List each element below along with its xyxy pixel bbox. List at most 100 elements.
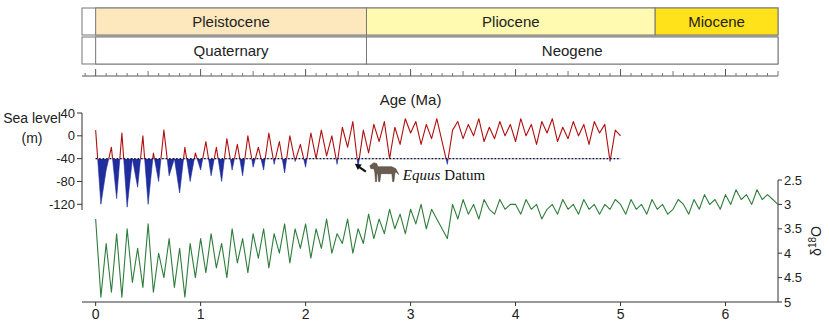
ruler-minor-tick (736, 73, 737, 76)
ruler-minor-tick (442, 73, 443, 76)
epochs-label: Miocene (688, 13, 745, 30)
ruler-tick (725, 69, 726, 76)
ruler-minor-tick (431, 73, 432, 76)
sea-level-above (96, 119, 621, 159)
ruler-minor-tick (494, 73, 495, 76)
ruler-minor-tick (662, 73, 663, 76)
ruler-tick (305, 69, 306, 76)
ruler-minor-tick (389, 73, 390, 76)
x-axis-label: Age (Ma) (380, 91, 442, 108)
ruler-minor-tick (746, 73, 747, 76)
y2-tick-label: 4 (784, 246, 791, 261)
y2-label-sup: 18 (807, 237, 818, 249)
ruler-minor-tick (599, 73, 600, 76)
y-tick (77, 158, 82, 159)
y-tick (77, 113, 82, 114)
horse-icon (370, 163, 399, 182)
ruler-minor-tick (704, 73, 705, 76)
x-tick-label: 2 (302, 306, 310, 322)
ruler-minor-tick (484, 73, 485, 76)
ruler-minor-tick (347, 73, 348, 76)
ruler-minor-tick (683, 73, 684, 76)
ruler-minor-tick (242, 73, 243, 76)
y2-tick (778, 302, 782, 303)
y2-axis-line (778, 180, 779, 302)
x-tick-label: 0 (92, 306, 100, 322)
ruler-tick (515, 69, 516, 76)
ruler-minor-tick (673, 71, 674, 76)
ruler-minor-tick (379, 73, 380, 76)
ruler-minor-tick (169, 73, 170, 76)
ruler-minor-tick (652, 73, 653, 76)
top-ruler (82, 69, 778, 76)
ruler-tick (620, 69, 621, 76)
ruler-minor-tick (284, 73, 285, 76)
x-tick-label: 3 (407, 306, 415, 322)
ruler-minor-tick (116, 73, 117, 76)
ruler-minor-tick (358, 71, 359, 76)
y2-tick-label: 4.5 (784, 270, 802, 285)
epochs-row: Pleistocene Pliocene Miocene (82, 8, 778, 35)
y2-tick (778, 277, 782, 278)
annotation-text: Datum (444, 167, 485, 183)
ruler-minor-tick (578, 73, 579, 76)
y-tick (77, 204, 82, 205)
d18o-line (96, 190, 778, 297)
ruler-minor-tick (400, 73, 401, 76)
periods-box (366, 37, 778, 64)
epochs-box (96, 8, 367, 35)
y2-axis: 2.533.544.55δ18O (778, 173, 824, 310)
ruler-minor-tick (232, 73, 233, 76)
sea-level-line (96, 119, 621, 159)
sea-level-low-area (96, 159, 621, 208)
y2-tick-label: 5 (784, 295, 791, 310)
x-tick-label: 4 (512, 306, 520, 322)
y2-tick (778, 253, 782, 254)
ruler-minor-tick (715, 73, 716, 76)
ruler-minor-tick (463, 71, 464, 76)
epochs-box (655, 8, 778, 35)
ruler-minor-tick (631, 73, 632, 76)
y-tick-label: 0 (68, 128, 75, 143)
epochs-label: Pleistocene (192, 13, 270, 30)
ruler-minor-tick (757, 73, 758, 76)
ruler-minor-tick (221, 73, 222, 76)
ruler-minor-tick (568, 71, 569, 76)
y2-tick (778, 228, 782, 229)
ruler-minor-tick (148, 71, 149, 76)
y-tick (77, 135, 82, 136)
ruler-minor-tick (106, 73, 107, 76)
y2-tick-label: 3.5 (784, 221, 802, 236)
y2-tick-label: 3 (784, 197, 791, 212)
y-tick (77, 181, 82, 182)
periods-label: Quaternary (194, 42, 270, 59)
ruler-minor-tick (190, 73, 191, 76)
epochs-label: Pliocene (482, 13, 540, 30)
y-tick-label: 40 (61, 106, 75, 121)
ruler-tick (410, 69, 411, 76)
ruler-minor-tick (316, 73, 317, 76)
y2-tick (778, 180, 782, 181)
periods-frame (82, 37, 778, 64)
epochs-box (366, 8, 655, 35)
reference-line (96, 158, 621, 159)
y-tick-label: -120 (49, 197, 75, 212)
ruler-minor-tick (505, 73, 506, 76)
annotation-arrowhead (355, 164, 362, 170)
ruler-minor-tick (589, 73, 590, 76)
periods-row: Quaternary Neogene (82, 37, 778, 64)
ruler-minor-tick (179, 73, 180, 76)
annotation-italic: Equus (402, 167, 441, 183)
ruler-minor-tick (473, 73, 474, 76)
periods-label: Neogene (542, 42, 603, 59)
ruler-minor-tick (694, 73, 695, 76)
y2-axis-label: δ18O (807, 226, 824, 256)
ruler-minor-tick (295, 73, 296, 76)
y-tick-label: -40 (56, 151, 75, 166)
y-axis-line (82, 113, 83, 210)
y-axis: 400-40-80-120Sea level(m) (3, 106, 82, 212)
ruler-minor-tick (452, 73, 453, 76)
y2-label-part: O (808, 226, 824, 237)
ruler-minor-tick (211, 73, 212, 76)
ruler-minor-tick (421, 73, 422, 76)
